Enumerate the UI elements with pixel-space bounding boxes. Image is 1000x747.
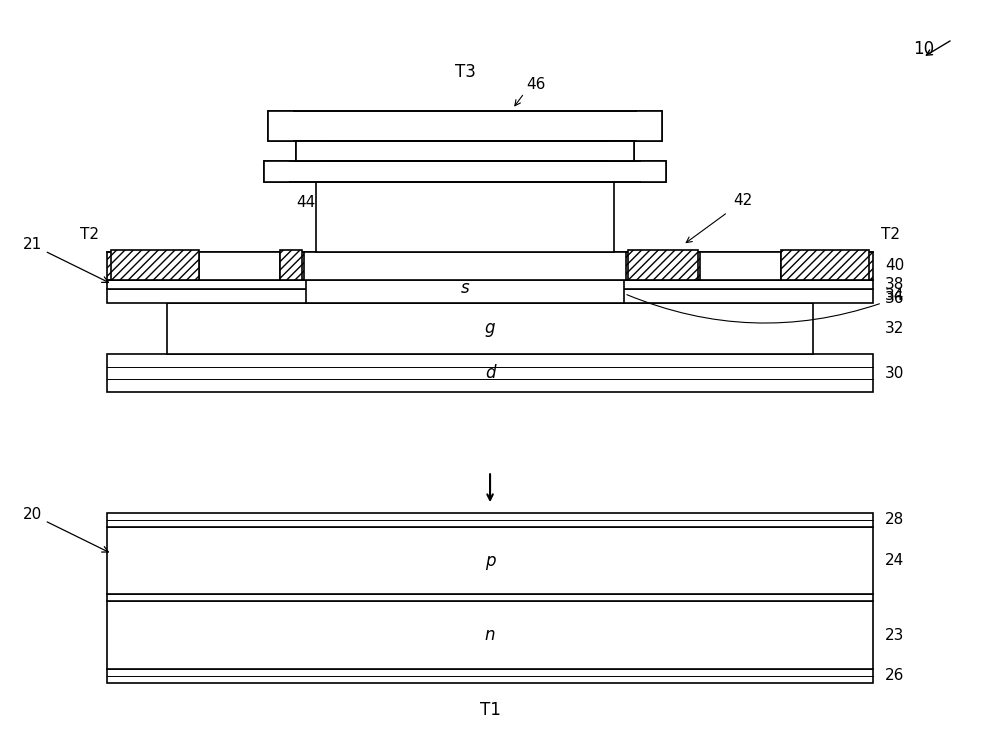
Bar xyxy=(316,182,614,252)
Bar xyxy=(264,161,666,182)
Bar xyxy=(296,140,321,161)
Bar xyxy=(628,250,698,279)
Bar xyxy=(107,513,873,527)
Text: 42: 42 xyxy=(733,193,752,208)
Bar xyxy=(781,250,869,279)
Text: s: s xyxy=(461,279,470,297)
Bar xyxy=(641,161,666,182)
Text: 32: 32 xyxy=(885,321,904,336)
Bar xyxy=(264,161,289,182)
Bar xyxy=(107,595,873,601)
Text: d: d xyxy=(485,364,495,382)
Text: 40: 40 xyxy=(885,258,904,273)
Bar xyxy=(268,111,293,140)
Bar xyxy=(609,140,634,161)
Bar xyxy=(296,140,634,161)
Bar xyxy=(268,111,662,140)
Text: T1: T1 xyxy=(480,701,500,719)
Text: p: p xyxy=(485,551,495,570)
Bar xyxy=(296,140,634,161)
Bar xyxy=(167,303,813,354)
Text: 28: 28 xyxy=(885,512,904,527)
Text: 38: 38 xyxy=(885,276,904,291)
Bar xyxy=(107,601,873,669)
Bar xyxy=(107,354,873,392)
Text: T3: T3 xyxy=(455,63,476,81)
Bar xyxy=(107,279,873,288)
Bar xyxy=(700,252,781,279)
Text: 10: 10 xyxy=(913,40,934,58)
Bar xyxy=(268,111,662,140)
Text: n: n xyxy=(485,626,495,644)
Text: 23: 23 xyxy=(885,627,904,642)
Text: 24: 24 xyxy=(885,553,904,568)
Text: T2: T2 xyxy=(80,227,99,242)
Bar xyxy=(107,252,873,279)
Bar xyxy=(280,250,302,279)
Bar xyxy=(306,273,624,303)
Text: 46: 46 xyxy=(526,77,546,92)
Text: g: g xyxy=(485,319,495,338)
Bar xyxy=(111,250,199,279)
Bar xyxy=(107,288,873,303)
Bar xyxy=(264,161,666,182)
Bar xyxy=(304,252,626,279)
Text: 30: 30 xyxy=(885,365,904,380)
Text: 26: 26 xyxy=(885,669,904,684)
Bar xyxy=(107,527,873,595)
Bar xyxy=(107,669,873,683)
Text: 44: 44 xyxy=(296,195,316,210)
Text: T2: T2 xyxy=(881,227,900,242)
Text: 21: 21 xyxy=(23,238,108,282)
Text: 34: 34 xyxy=(885,288,904,303)
Bar xyxy=(637,111,662,140)
Text: 20: 20 xyxy=(23,507,108,552)
Text: 36: 36 xyxy=(627,291,904,323)
Bar xyxy=(199,252,280,279)
